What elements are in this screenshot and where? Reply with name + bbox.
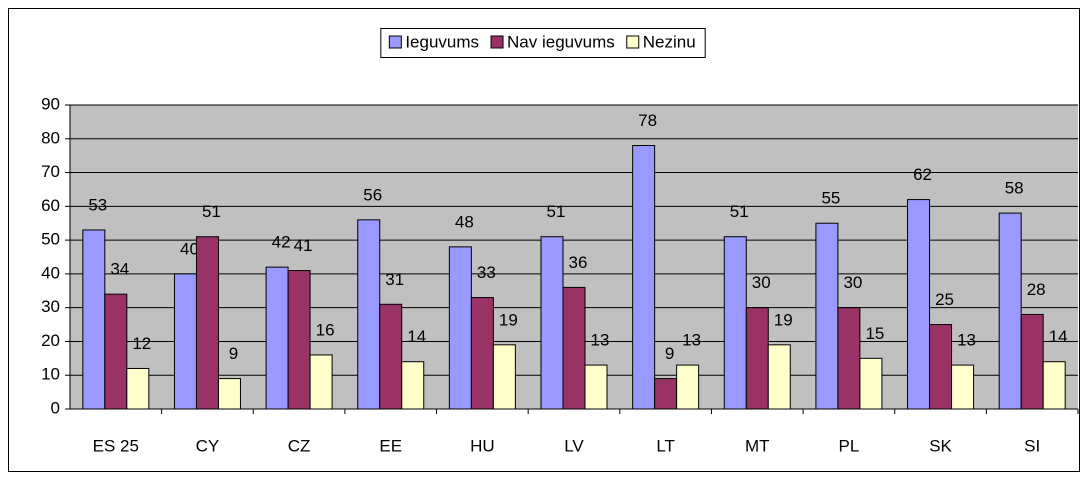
value-label: 51 — [547, 202, 566, 221]
legend-label: Nav ieguvums — [507, 32, 615, 51]
value-label: 30 — [752, 273, 771, 292]
y-tick-label: 40 — [41, 263, 60, 282]
bar — [632, 145, 656, 410]
bar — [745, 307, 769, 410]
bar — [723, 236, 747, 410]
value-label: 42 — [272, 233, 291, 252]
x-tick-label: MT — [745, 436, 770, 455]
x-tick-label: LV — [564, 436, 584, 455]
value-label: 13 — [682, 331, 701, 350]
value-label: 36 — [569, 253, 588, 272]
y-tick-label: 0 — [51, 398, 60, 417]
bar — [104, 293, 128, 410]
bar — [859, 357, 883, 410]
legend-swatch — [490, 35, 504, 49]
bar — [837, 307, 861, 410]
value-label: 9 — [665, 344, 674, 363]
x-tick-label: HU — [470, 436, 495, 455]
bar — [357, 219, 381, 410]
y-tick-label: 10 — [41, 365, 60, 384]
value-label: 30 — [843, 273, 862, 292]
bar — [492, 344, 516, 410]
bar — [217, 378, 241, 410]
y-tick-label: 80 — [41, 128, 60, 147]
y-tick-label: 20 — [41, 331, 60, 350]
x-tick-label: SI — [1024, 436, 1040, 455]
value-label: 13 — [591, 331, 610, 350]
bar — [126, 367, 150, 410]
y-tick-label: 60 — [41, 196, 60, 215]
bar — [1020, 313, 1044, 410]
bar — [309, 354, 333, 410]
x-tick-label: CY — [196, 436, 220, 455]
bar — [951, 364, 975, 410]
bar — [448, 246, 472, 410]
bar — [287, 270, 311, 410]
value-label: 28 — [1027, 280, 1046, 299]
bar — [379, 303, 403, 410]
legend: Ieguvums Nav ieguvums Nezinu — [380, 28, 706, 58]
bar — [470, 297, 494, 410]
value-label: 51 — [202, 202, 221, 221]
legend-swatch — [626, 35, 640, 49]
value-label: 41 — [294, 236, 313, 255]
bar — [562, 286, 586, 410]
y-tick-label: 30 — [41, 297, 60, 316]
legend-frame — [380, 28, 706, 58]
legend-label: Ieguvums — [405, 32, 479, 51]
value-label: 16 — [316, 320, 335, 339]
value-label: 56 — [363, 185, 382, 204]
value-label: 15 — [865, 324, 884, 343]
value-label: 62 — [913, 165, 932, 184]
value-label: 14 — [1049, 327, 1068, 346]
value-label: 40 — [180, 239, 199, 258]
value-label: 34 — [110, 260, 129, 279]
value-label: 78 — [638, 111, 657, 130]
x-tick-label: EE — [379, 436, 402, 455]
bar — [676, 364, 700, 410]
bar — [998, 212, 1022, 410]
bar — [767, 344, 791, 410]
legend-label: Nezinu — [643, 32, 696, 51]
value-label: 19 — [774, 310, 793, 329]
value-label: 51 — [730, 202, 749, 221]
value-label: 19 — [499, 310, 518, 329]
y-tick-label: 50 — [41, 230, 60, 249]
value-label: 58 — [1005, 179, 1024, 198]
bar — [654, 378, 678, 410]
value-label: 25 — [935, 290, 954, 309]
bar — [540, 236, 564, 410]
bar — [584, 364, 608, 410]
bar — [265, 266, 289, 410]
bar — [82, 229, 106, 410]
x-tick-label: SK — [929, 436, 952, 455]
legend-swatch — [388, 35, 402, 49]
value-label: 9 — [229, 344, 238, 363]
value-label: 13 — [957, 331, 976, 350]
x-tick-label: LT — [656, 436, 675, 455]
bar — [173, 273, 197, 410]
x-tick-label: CZ — [288, 436, 311, 455]
bar — [815, 222, 839, 410]
bar — [907, 199, 931, 410]
x-tick-label: PL — [839, 436, 860, 455]
value-label: 12 — [132, 334, 151, 353]
value-label: 33 — [477, 263, 496, 282]
value-label: 14 — [407, 327, 426, 346]
y-tick-label: 90 — [41, 94, 60, 113]
bar — [401, 361, 425, 410]
y-tick-label: 70 — [41, 162, 60, 181]
bar — [195, 236, 219, 410]
bar — [1042, 361, 1066, 410]
value-label: 48 — [455, 212, 474, 231]
bar — [929, 324, 953, 410]
value-label: 53 — [88, 195, 107, 214]
x-tick-label: ES 25 — [93, 436, 139, 455]
value-label: 55 — [821, 189, 840, 208]
value-label: 31 — [385, 270, 404, 289]
